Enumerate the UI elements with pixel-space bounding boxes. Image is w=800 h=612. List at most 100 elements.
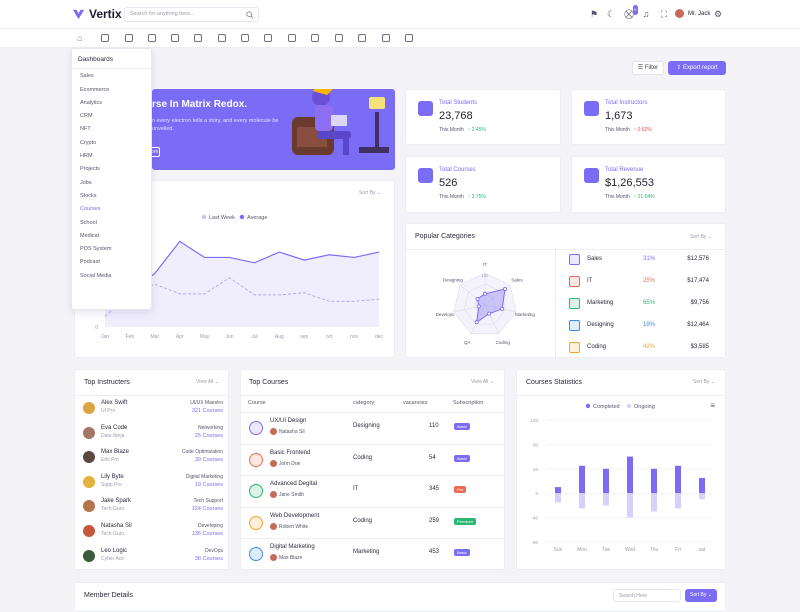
table-row[interactable]: Web Development Robert White Coding 259 … <box>241 506 504 538</box>
instructor-row[interactable]: Leo Logic Cyber Ace DevOps 38 Courses <box>83 548 223 568</box>
category-row[interactable]: Coding 42% $3,585 <box>569 342 709 354</box>
instructor-row[interactable]: Eva Code Data Ninja Networking 25 Course… <box>83 425 223 445</box>
subscription-badge: Basic <box>454 549 470 556</box>
radar-max-label: 100 <box>482 273 489 278</box>
filter-button[interactable]: ☰ Filter <box>632 61 664 75</box>
radar-label: Marketing <box>515 312 535 317</box>
member-sort-button[interactable]: Sort By ⌄ <box>685 589 717 602</box>
x-tick-label: Aug <box>275 334 284 340</box>
hero-subtitle: n every electron tells a story, and ever… <box>152 118 279 132</box>
filter-label: Filter <box>644 65 659 71</box>
users-icon <box>584 101 599 116</box>
category-row[interactable]: Sales 31% $12,576 <box>569 254 709 266</box>
dropdown-item[interactable]: Social Media <box>80 272 112 279</box>
instructor-row[interactable]: Natasha Sil Tech Guru Developing 136 Cou… <box>83 523 223 543</box>
language-icon[interactable]: ⚑ <box>589 9 599 19</box>
course-category: Coding <box>353 517 373 524</box>
view-all-dropdown[interactable]: View All ⌄ <box>471 379 494 385</box>
chart-menu-icon[interactable]: ≡ <box>710 401 715 410</box>
category-row[interactable]: Designing 19% $12,464 <box>569 320 709 332</box>
sort-by-dropdown[interactable]: Sort By ⌄ <box>359 190 381 196</box>
nav-gear-icon[interactable] <box>288 34 296 42</box>
nav-layout-icon[interactable] <box>171 34 179 42</box>
nav-grid-icon[interactable] <box>311 34 319 42</box>
table-row[interactable]: UX/UI Design Natasha Sil Designing 110 B… <box>241 412 504 443</box>
category-row[interactable]: IT 25% $17,474 <box>569 276 709 288</box>
avatar <box>83 426 95 439</box>
dropdown-item[interactable]: Analytics <box>80 99 103 106</box>
dropdown-item[interactable]: CRM <box>80 113 93 120</box>
dropdown-item[interactable]: Medical <box>80 232 99 239</box>
cart-icon[interactable]: ⛒ 5 <box>624 5 638 19</box>
hero-banner: rse In Matrix Redox. n every electron te… <box>152 89 395 170</box>
sort-by-dropdown[interactable]: Sort By ⌄ <box>693 379 715 385</box>
dark-mode-icon[interactable]: ☾ <box>606 9 616 19</box>
instructor-row[interactable]: Lily Byte Supp Pro Digital Marketing 19 … <box>83 474 223 494</box>
dropdown-item[interactable]: School <box>80 219 97 226</box>
user-menu[interactable]: Mr. Jack <box>675 9 710 18</box>
dropdown-item[interactable]: Sales <box>80 73 94 80</box>
nav-chart-icon[interactable] <box>382 34 390 42</box>
instructor-company: Tech Guru <box>101 506 125 513</box>
dropdown-item[interactable]: Courses <box>80 206 101 213</box>
nav-table-icon[interactable] <box>335 34 343 42</box>
nav-pages-icon[interactable] <box>101 34 109 42</box>
dropdown-item[interactable]: Podcast <box>80 259 100 266</box>
dropdown-item[interactable]: Crypto <box>80 139 97 146</box>
view-all-dropdown[interactable]: View All ⌄ <box>196 379 219 385</box>
dropdown-item[interactable]: NFT <box>80 126 91 133</box>
course-name: Web Development <box>270 512 320 519</box>
table-row[interactable]: Advanced Degital Jane Smith IT 345 Pro <box>241 475 504 506</box>
nav-file-icon[interactable] <box>194 34 202 42</box>
dropdown-item[interactable]: Stocks <box>80 192 97 199</box>
instructor-row[interactable]: Jake Spark Tech Guru Tech Support 124 Co… <box>83 498 223 518</box>
hero-button[interactable]: ore <box>152 147 160 157</box>
export-report-button[interactable]: ⇪ Export report <box>668 61 726 75</box>
x-tick-label: nov <box>350 334 359 340</box>
column-header: Course <box>248 400 266 406</box>
nav-briefcase-icon[interactable] <box>264 34 272 42</box>
category-amount: $12,576 <box>687 256 709 262</box>
course-vacancies: 54 <box>429 454 436 461</box>
nav-shield-icon[interactable] <box>148 34 156 42</box>
dropdown-item[interactable]: POS System <box>80 246 112 253</box>
dropdown-item[interactable]: HRM <box>80 153 93 160</box>
table-row[interactable]: Digital Marketing Max Blaze Marketing 45… <box>241 538 504 569</box>
stat-period: This Month ↑ 21.54% <box>605 194 655 200</box>
settings-icon[interactable]: ⚙ <box>713 9 723 19</box>
dropdown-item[interactable]: Projects <box>80 166 100 173</box>
home-icon[interactable]: ⌂ <box>77 33 83 43</box>
instructor-courses: 25 Courses <box>194 432 223 439</box>
nav-bar: ⌂ <box>0 29 800 48</box>
dropdown-item[interactable]: Jobs <box>80 179 92 186</box>
nav-pen-icon[interactable] <box>218 34 226 42</box>
avatar <box>270 428 277 435</box>
nav-apps-icon[interactable] <box>405 34 413 42</box>
sort-by-dropdown[interactable]: Sort By ⌄ <box>690 234 712 240</box>
wallet-icon <box>584 168 599 183</box>
bar-completed <box>675 465 681 494</box>
bar-completed <box>651 468 657 494</box>
notification-icon[interactable]: ♫ <box>642 9 650 19</box>
instructor-row[interactable]: Alex Swift UI Pro UI/UX Maestro 321 Cour… <box>83 400 223 420</box>
y-tick-label: 0 <box>95 325 98 331</box>
fullscreen-icon[interactable]: ⛶ <box>660 9 668 19</box>
instructor-row[interactable]: Max Blaze Ethi Pro Code Optimization 39 … <box>83 449 223 469</box>
avatar <box>270 554 277 561</box>
nav-map-icon[interactable] <box>358 34 366 42</box>
subscription-badge: Pro <box>454 486 467 493</box>
search-input[interactable]: Search for anything here... <box>124 7 259 22</box>
radar-point <box>475 297 480 302</box>
brand-logo[interactable]: Vertix <box>72 7 122 21</box>
bar-ongoing <box>651 493 657 512</box>
instructor-company: Tech Guru <box>101 531 125 537</box>
category-row[interactable]: Marketing 65% $9,756 <box>569 298 709 310</box>
hero-illustration <box>292 89 389 155</box>
nav-lock-icon[interactable] <box>125 34 133 42</box>
stat-label: Total Courses <box>439 167 476 173</box>
instructor-name: Jake Spark <box>101 498 132 505</box>
member-search-input[interactable]: Search Here <box>613 589 681 602</box>
table-row[interactable]: Basic Frontend John Doe Coding 54 Basic <box>241 443 504 475</box>
nav-puzzle-icon[interactable] <box>241 34 249 42</box>
dropdown-item[interactable]: Ecommerce <box>80 86 110 93</box>
